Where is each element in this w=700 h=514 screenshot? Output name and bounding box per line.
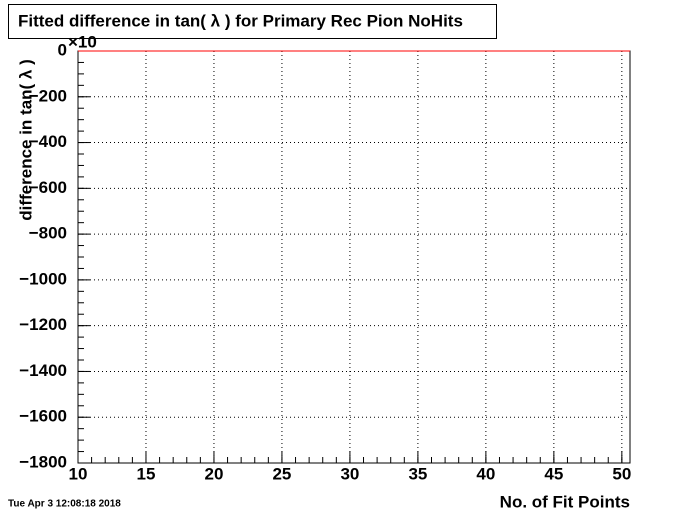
y-axis-label: difference in tan( λ ): [16, 59, 35, 221]
y-tick-label: −400: [29, 132, 67, 151]
y-tick-label: −1800: [19, 452, 67, 471]
y-tick-label: −800: [29, 224, 67, 243]
y-tick-label: −1600: [19, 407, 67, 426]
y-tick-label: −1400: [19, 361, 67, 380]
x-tick-label: 45: [544, 464, 563, 483]
timestamp: Tue Apr 3 12:08:18 2018: [8, 499, 121, 510]
y-tick-label: −1000: [19, 269, 67, 288]
y-tick-label: 0: [58, 40, 67, 59]
x-tick-label: 40: [476, 464, 495, 483]
x-axis-label: No. of Fit Points: [500, 492, 630, 511]
chart-title: Fitted difference in tan( λ ) for Primar…: [18, 11, 463, 30]
title-box: [8, 4, 497, 39]
y-tick-label: −600: [29, 178, 67, 197]
x-tick-label: 10: [69, 464, 88, 483]
y-tick-label: −200: [29, 86, 67, 105]
x-tick-label: 35: [408, 464, 427, 483]
x-tick-label: 15: [137, 464, 156, 483]
x-tick-label: 50: [612, 464, 631, 483]
x-tick-label: 20: [204, 464, 223, 483]
y-multiplier: ×10: [68, 32, 97, 51]
y-tick-label: −1200: [19, 315, 67, 334]
x-tick-label: 30: [340, 464, 359, 483]
x-tick-label: 25: [272, 464, 291, 483]
